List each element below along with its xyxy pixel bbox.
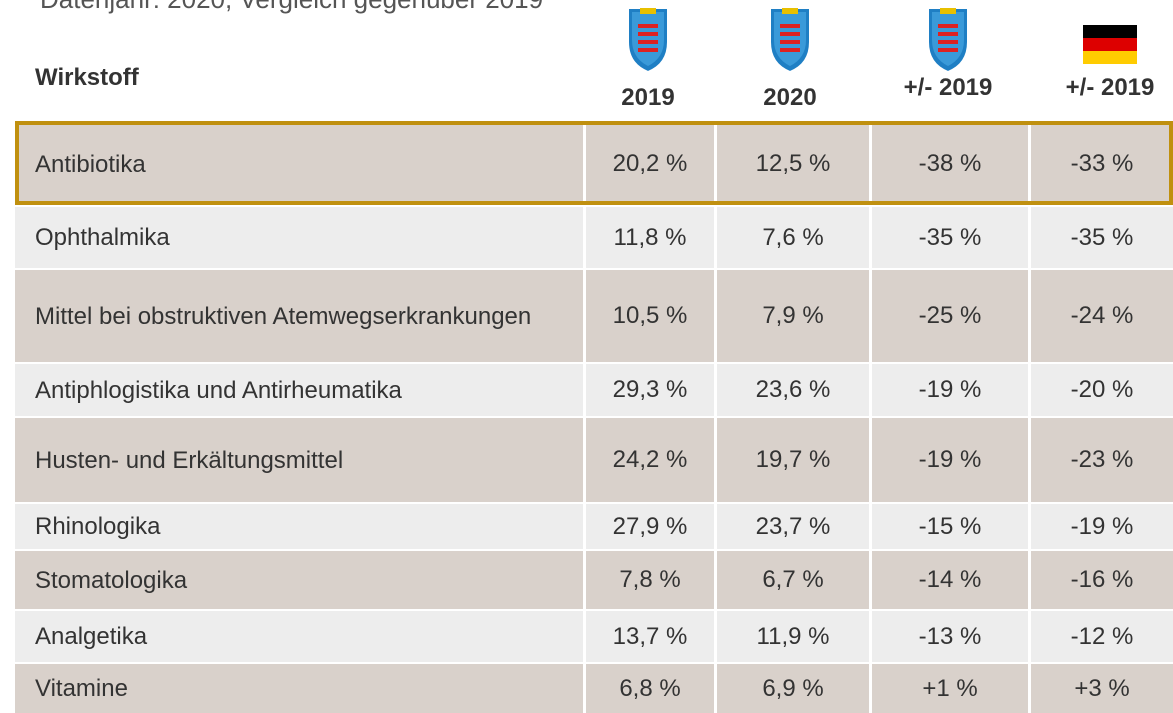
value-cell: -19 % (872, 364, 1028, 416)
column-header: 2019 (621, 84, 675, 111)
value-cell: -16 % (1031, 551, 1173, 609)
value-cell: 7,9 % (717, 270, 869, 362)
value-cell: -12 % (1031, 611, 1173, 662)
value-cell: 7,6 % (717, 207, 869, 268)
row-label: Antiphlogistika und Antirheumatika (15, 364, 583, 416)
value-cell: -35 % (872, 207, 1028, 268)
value-cell: -13 % (872, 611, 1028, 662)
value-cell: -20 % (1031, 364, 1173, 416)
value-cell: 7,8 % (586, 551, 714, 609)
value-cell: 20,2 % (586, 124, 714, 204)
value-cell: -23 % (1031, 418, 1173, 502)
row-label: Husten- und Erkältungsmittel (15, 418, 583, 502)
value-cell: 23,7 % (717, 504, 869, 549)
value-cell: 11,8 % (586, 207, 714, 268)
value-cell: 24,2 % (586, 418, 714, 502)
value-cell: 23,6 % (717, 364, 869, 416)
header-icons (627, 7, 1137, 73)
value-cell: -24 % (1031, 270, 1173, 362)
column-header: 2020 (763, 84, 817, 111)
row-label: Antibiotika (15, 124, 583, 204)
value-cell: 6,7 % (717, 551, 869, 609)
highlight-border (15, 121, 1173, 205)
value-cell: -25 % (872, 270, 1028, 362)
value-cell: -33 % (1031, 124, 1173, 204)
value-cell: 6,9 % (717, 664, 869, 713)
value-cell: 13,7 % (586, 611, 714, 662)
value-cell: +3 % (1031, 664, 1173, 713)
row-label: Ophthalmika (15, 207, 583, 268)
value-cell: -19 % (1031, 504, 1173, 549)
column-header: +/- 2019 (903, 74, 993, 101)
value-cell: 6,8 % (586, 664, 714, 713)
column-header: +/- 2019 (1065, 74, 1155, 101)
value-cell: 12,5 % (717, 124, 869, 204)
row-label: Analgetika (15, 611, 583, 662)
row-label: Vitamine (15, 664, 583, 713)
value-cell: -15 % (872, 504, 1028, 549)
value-cell: 29,3 % (586, 364, 714, 416)
row-label: Mittel bei obstruktiven Atemwegserkranku… (15, 270, 583, 362)
value-cell: 10,5 % (586, 270, 714, 362)
value-cell: 11,9 % (717, 611, 869, 662)
subtitle: Datenjahr: 2020, Vergleich gegenüber 201… (40, 0, 543, 15)
value-cell: 27,9 % (586, 504, 714, 549)
value-cell: -14 % (872, 551, 1028, 609)
value-cell: 19,7 % (717, 418, 869, 502)
value-cell: +1 % (872, 664, 1028, 713)
value-cell: -38 % (872, 124, 1028, 204)
row-label: Rhinologika (15, 504, 583, 549)
column-header: Wirkstoff (35, 64, 139, 91)
value-cell: -35 % (1031, 207, 1173, 268)
row-label: Stomatologika (15, 551, 583, 609)
value-cell: -19 % (872, 418, 1028, 502)
